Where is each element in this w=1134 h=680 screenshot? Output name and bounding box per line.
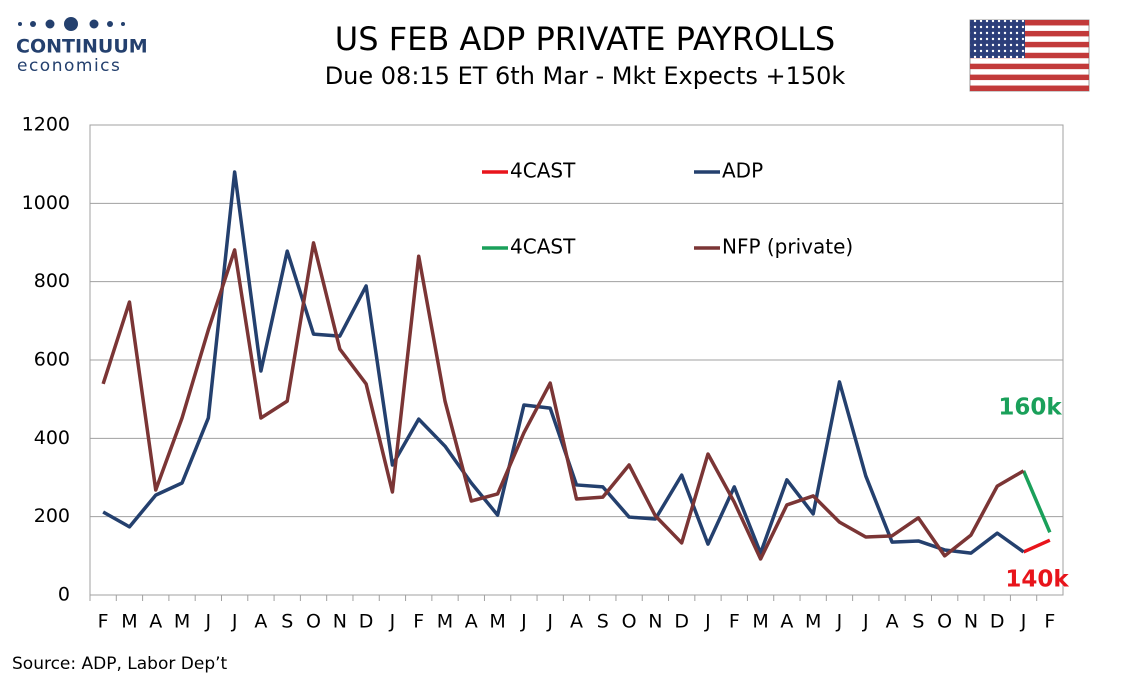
flag [969,19,1090,92]
y-tick-label: 1000 [22,192,70,214]
x-tick-label: M [121,611,137,633]
flag-stars [970,20,1025,58]
x-tick-label: J [231,611,238,633]
x-tick-label: F [413,611,424,633]
logo-dot [121,22,125,26]
y-tick-label: 0 [58,584,70,606]
x-tick-label: F [98,611,109,633]
logo: CONTINUUM economics [16,17,148,76]
x-tick-label: N [648,611,662,633]
x-tick-label: A [465,611,478,633]
logo-dot [45,19,55,29]
logo-name: CONTINUUM [16,36,148,58]
annotation: 140k [1005,567,1069,593]
x-tick-label: J [389,611,396,633]
logo-dot [107,21,113,27]
x-tick-label: D [359,611,374,633]
logo-dot [30,21,36,27]
x-tick-label: J [1020,611,1027,633]
legend-label: NFP (private) [722,235,853,259]
y-tick-label: 200 [34,505,70,527]
flag-stripes [970,20,1089,91]
series-line [1022,538,1051,554]
legend-label: 4CAST [510,235,576,259]
y-tick-label: 400 [34,427,70,449]
chart-subtitle: Due 08:15 ET 6th Mar - Mkt Expects +150k [325,62,846,90]
x-tick-label: F [729,611,740,633]
x-tick-label: D [674,611,689,633]
flag-stripe [970,74,1089,81]
x-tick-label: N [964,611,978,633]
series-line [102,170,1025,555]
logo-dot [18,22,22,26]
x-tick-label: S [597,611,609,633]
x-tick-label: A [570,611,583,633]
x-tick-label: J [520,611,527,633]
x-tick-label: S [912,611,924,633]
x-tick-label: D [990,611,1005,633]
x-tick-label: O [937,611,952,633]
x-tick-label: J [862,611,869,633]
x-tick-label: A [149,611,162,633]
flag-stripe [970,85,1089,91]
x-tick-label: M [805,611,821,633]
legend-label: ADP [722,159,763,183]
chart-title: US FEB ADP PRIVATE PAYROLLS [335,20,835,58]
plot-frame [89,124,1064,596]
flag-stripe [970,41,1089,48]
series-line [101,241,1025,561]
x-tick-label: M [437,611,453,633]
y-tick-label: 600 [34,349,70,371]
flag-stripe [970,63,1089,70]
x-tick-label: J [205,611,212,633]
flag-stripe [970,30,1089,37]
y-tick-label: 1200 [22,114,70,136]
x-tick-label: O [306,611,321,633]
source-note: Source: ADP, Labor Dep’t [12,654,228,674]
x-tick-label: F [1044,611,1055,633]
x-tick-label: N [333,611,347,633]
annotation: 160k [998,395,1062,421]
x-tick-label: J [836,611,843,633]
y-tick-label: 800 [34,270,70,292]
series-line [1021,470,1052,534]
x-tick-label: M [489,611,505,633]
x-tick-label: A [886,611,899,633]
x-tick-label: A [780,611,793,633]
logo-dot [89,19,99,29]
flag-stripe [970,52,1089,59]
x-tick-label: A [254,611,267,633]
x-tick-label: J [546,611,553,633]
logo-tagline: economics [17,56,121,76]
x-tick-label: O [622,611,637,633]
logo-dot [64,17,78,31]
x-tick-label: M [174,611,190,633]
flag-stripe [970,20,1089,26]
x-tick-label: M [752,611,768,633]
x-tick-label: S [281,611,293,633]
x-tick-label: J [704,611,711,633]
legend-label: 4CAST [510,159,576,183]
